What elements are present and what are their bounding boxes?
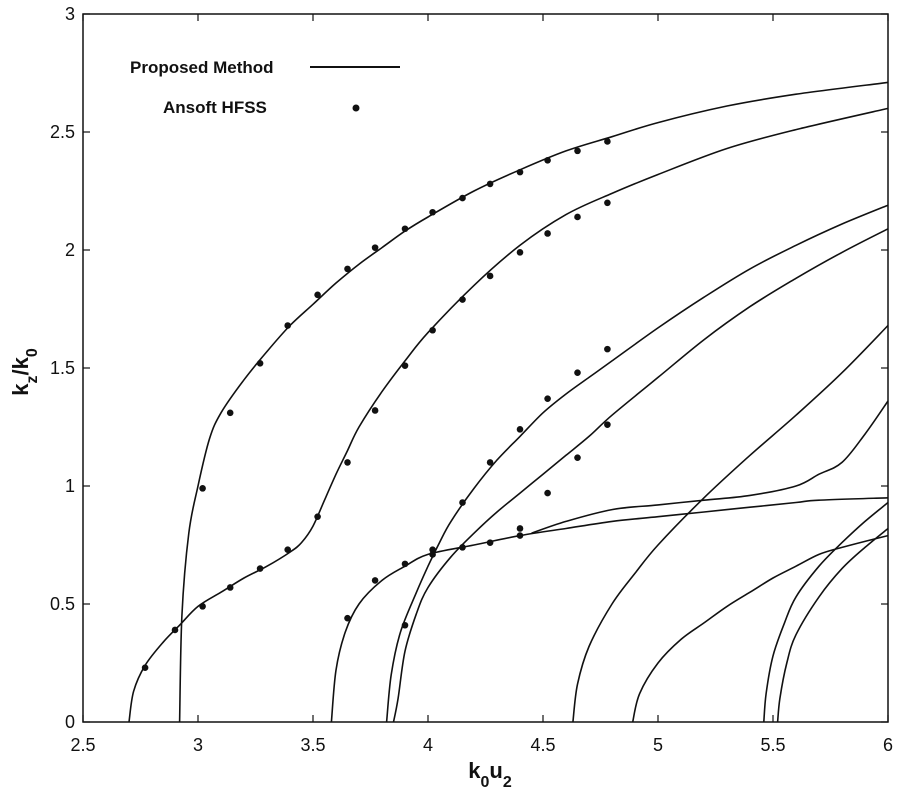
hfss-data-point xyxy=(486,180,494,188)
hfss-data-point xyxy=(371,244,379,251)
hfss-data-point xyxy=(486,459,494,466)
proposed-method-curve xyxy=(572,324,889,723)
hfss-data-point xyxy=(574,454,581,461)
x-tick-label: 3.5 xyxy=(300,735,325,755)
hfss-data-point xyxy=(459,499,466,506)
hfss-data-point xyxy=(256,565,264,572)
proposed-method-curve xyxy=(631,534,889,723)
marker-layer xyxy=(141,138,611,672)
hfss-data-point xyxy=(314,513,321,520)
y-tick-label: 0.5 xyxy=(50,594,75,614)
hfss-data-point xyxy=(199,603,206,610)
proposed-method-curve xyxy=(178,81,889,723)
x-tick-label: 5.5 xyxy=(760,735,785,755)
x-axis-label: k0u2 xyxy=(468,758,512,791)
proposed-method-curve xyxy=(330,497,889,723)
proposed-method-curve xyxy=(385,204,889,723)
hfss-data-point xyxy=(256,359,264,367)
hfss-data-point xyxy=(604,421,611,428)
hfss-data-point xyxy=(344,459,351,466)
hfss-data-point xyxy=(429,551,436,558)
hfss-data-point xyxy=(429,326,436,334)
proposed-method-curve xyxy=(531,400,889,534)
hfss-data-point xyxy=(344,614,351,622)
curve-layer xyxy=(128,81,889,723)
hfss-data-point xyxy=(401,225,409,233)
hfss-data-point xyxy=(516,249,524,256)
hfss-data-point xyxy=(401,621,409,629)
hfss-data-point xyxy=(459,194,466,202)
hfss-data-point xyxy=(544,395,551,402)
hfss-data-point xyxy=(574,369,581,377)
proposed-method-curve xyxy=(128,107,889,723)
y-tick-label: 3 xyxy=(65,4,75,24)
hfss-data-point xyxy=(226,409,234,417)
y-tick-label: 2 xyxy=(65,240,75,260)
x-tick-label: 3 xyxy=(193,735,203,755)
x-tick-label: 4.5 xyxy=(530,735,555,755)
legend-entry-proposed-method: Proposed Method xyxy=(130,58,274,77)
y-axis-label: kz/k0 xyxy=(8,348,41,396)
hfss-data-point xyxy=(284,322,292,329)
hfss-data-point xyxy=(604,138,611,145)
hfss-data-point xyxy=(429,208,436,216)
hfss-data-point xyxy=(544,157,551,164)
x-tick-label: 6 xyxy=(883,735,893,755)
hfss-data-point xyxy=(604,199,611,207)
hfss-data-point xyxy=(314,291,321,299)
y-tick-label: 1 xyxy=(65,476,75,496)
axis-ticks: 2.5 3 3.5 4 4.5 5 5.5 6 0 0.5 1 1.5 2 2.5 3 xyxy=(50,4,893,755)
legend-dot-swatch xyxy=(352,104,360,112)
hfss-data-point xyxy=(516,168,524,176)
hfss-data-point xyxy=(459,296,466,303)
x-tick-label: 2.5 xyxy=(70,735,95,755)
hfss-data-point xyxy=(544,230,551,237)
x-tick-label: 4 xyxy=(423,735,433,755)
hfss-data-point xyxy=(199,485,206,492)
hfss-data-point xyxy=(604,345,611,353)
hfss-data-point xyxy=(516,525,524,532)
y-tick-label: 1.5 xyxy=(50,358,75,378)
legend: Proposed Method Ansoft HFSS xyxy=(130,58,400,117)
hfss-data-point xyxy=(141,664,149,672)
hfss-data-point xyxy=(171,626,179,634)
hfss-data-point xyxy=(516,532,524,539)
hfss-data-point xyxy=(429,546,436,554)
y-tick-label: 2.5 xyxy=(50,122,75,142)
hfss-data-point xyxy=(486,539,494,546)
legend-entry-ansoft-hfss: Ansoft HFSS xyxy=(163,98,267,117)
x-tick-label: 5 xyxy=(653,735,663,755)
hfss-data-point xyxy=(371,407,379,414)
hfss-data-point xyxy=(516,426,524,433)
hfss-data-point xyxy=(574,147,581,155)
hfss-data-point xyxy=(371,577,379,584)
hfss-data-point xyxy=(401,560,409,568)
hfss-data-point xyxy=(284,546,292,554)
proposed-method-curve xyxy=(763,501,889,723)
plot-area-frame xyxy=(82,13,889,723)
hfss-data-point xyxy=(486,272,494,280)
proposed-method-curve xyxy=(776,527,889,723)
hfss-data-point xyxy=(544,489,551,497)
hfss-data-point xyxy=(226,584,234,591)
hfss-data-point xyxy=(401,362,409,369)
y-tick-label: 0 xyxy=(65,712,75,732)
hfss-data-point xyxy=(344,265,351,273)
hfss-data-point xyxy=(459,544,466,551)
hfss-data-point xyxy=(574,213,581,221)
proposed-method-curve xyxy=(392,228,889,723)
